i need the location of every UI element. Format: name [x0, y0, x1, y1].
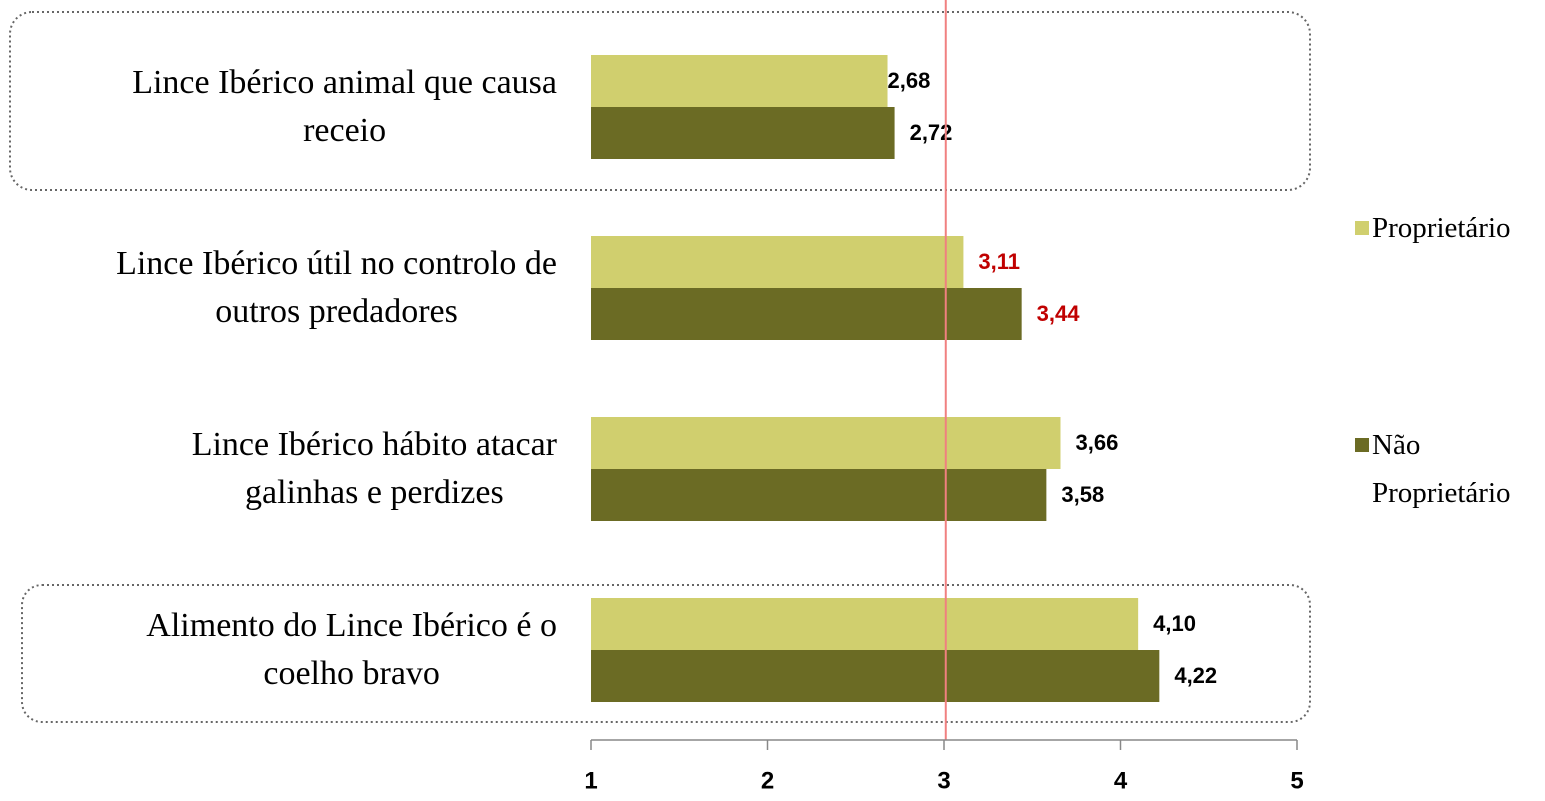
category-label: Lince Ibérico hábito atacar galinhas e p… — [192, 421, 557, 517]
category-label: Lince Ibérico útil no controlo de outros… — [116, 240, 557, 336]
value-label: 3,66 — [1075, 430, 1118, 455]
legend-swatch — [1355, 438, 1369, 452]
x-tick-label: 4 — [1114, 767, 1128, 794]
category-text: Lince Ibérico útil no controlo de outros… — [116, 245, 557, 330]
bar — [591, 417, 1061, 469]
bar — [591, 236, 964, 288]
x-tick-label: 5 — [1290, 767, 1303, 794]
legend-label: Proprietário — [1372, 212, 1511, 244]
bar — [591, 55, 888, 107]
bar — [591, 650, 1160, 702]
value-label: 3,11 — [978, 249, 1020, 274]
category-text: Lince Ibérico animal que causa receio — [132, 64, 557, 149]
legend-label: Não Proprietário — [1372, 429, 1511, 509]
bar — [591, 598, 1139, 650]
value-label: 4,22 — [1174, 663, 1217, 688]
category-label: Lince Ibérico animal que causa receio — [132, 59, 557, 155]
category-label: Alimento do Lince Ibérico é o coelho bra… — [146, 602, 557, 698]
category-text: Alimento do Lince Ibérico é o coelho bra… — [146, 607, 557, 692]
highlight-box — [21, 584, 1311, 723]
bar — [591, 107, 895, 159]
x-tick-label: 2 — [761, 767, 774, 794]
highlight-box — [9, 11, 1311, 191]
value-label: 3,58 — [1061, 482, 1104, 507]
value-label: 2,68 — [888, 68, 931, 93]
value-label: 3,44 — [1037, 301, 1081, 326]
x-tick-label: 1 — [584, 767, 597, 794]
x-tick-label: 3 — [937, 767, 950, 794]
bar — [591, 469, 1047, 521]
value-label: 4,10 — [1153, 611, 1196, 636]
legend-swatch — [1355, 221, 1369, 235]
category-text: Lince Ibérico hábito atacar galinhas e p… — [191, 426, 557, 511]
bar — [591, 288, 1022, 340]
